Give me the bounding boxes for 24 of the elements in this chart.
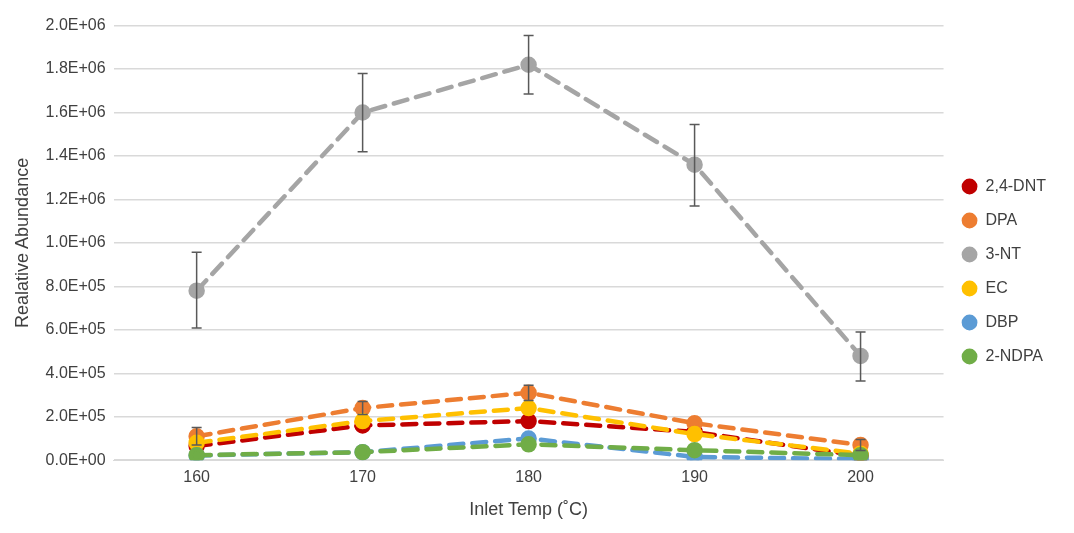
legend-label: DBP	[985, 312, 1019, 330]
y-tick-label: 8.0E+05	[45, 276, 106, 294]
x-tick-label: 160	[183, 468, 211, 486]
y-axis-title: Realative Abundance	[11, 157, 32, 328]
legend-label: DPA	[985, 210, 1018, 228]
y-tick-label: 6.0E+05	[45, 320, 106, 338]
y-tick-label: 1.4E+06	[45, 146, 106, 164]
y-tick-label: 1.2E+06	[45, 189, 106, 207]
legend-label: 3-NT	[985, 244, 1022, 262]
y-tick-label: 2.0E+05	[45, 407, 106, 425]
x-tick-label: 170	[349, 468, 377, 486]
x-axis-title: Inlet Temp (˚C)	[469, 499, 588, 520]
y-tick-label: 0.0E+00	[45, 450, 106, 468]
y-tick-label: 1.0E+06	[45, 233, 106, 251]
x-tick-label: 180	[515, 468, 543, 486]
legend-label: EC	[985, 278, 1008, 296]
legend-label: 2,4-DNT	[985, 176, 1047, 194]
y-tick-label: 1.6E+06	[45, 102, 106, 120]
legend-label: 2-NDPA	[985, 346, 1044, 364]
y-tick-label: 4.0E+05	[45, 363, 106, 381]
x-tick-label: 190	[681, 468, 709, 486]
x-tick-label: 200	[847, 468, 874, 486]
y-tick-label: 2.0E+06	[45, 16, 106, 34]
y-tick-label: 1.8E+06	[45, 59, 106, 77]
